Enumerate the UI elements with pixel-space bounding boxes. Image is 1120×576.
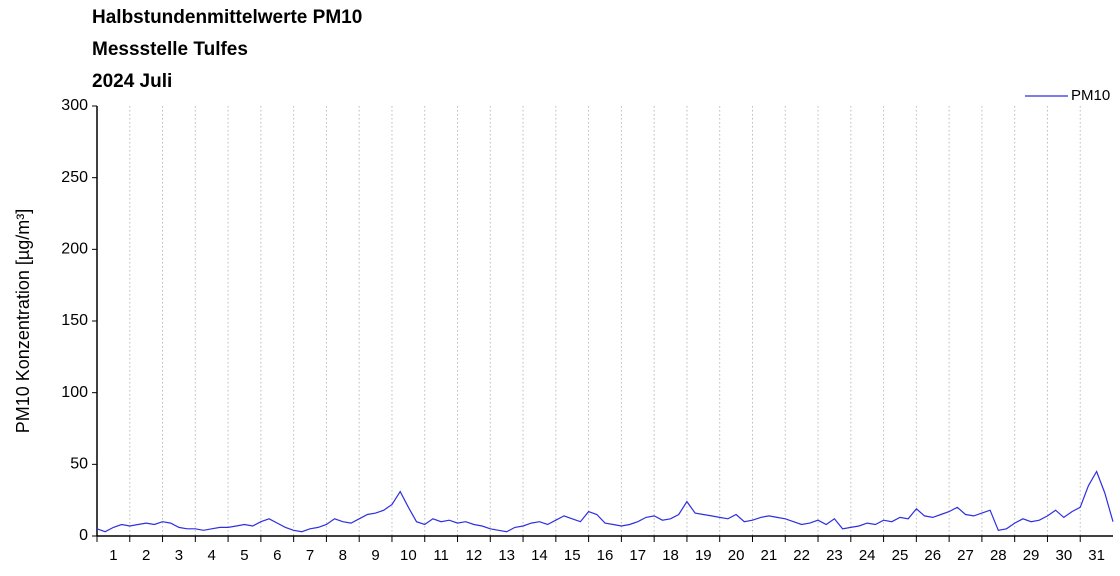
- x-tick-label: 29: [1023, 547, 1040, 564]
- x-tick-label: 4: [208, 547, 216, 564]
- y-tick-label: 200: [61, 241, 88, 258]
- x-tick-label: 26: [924, 547, 941, 564]
- y-tick-label: 0: [79, 527, 88, 544]
- x-tick-label: 14: [531, 547, 548, 564]
- x-tick-label: 20: [728, 547, 745, 564]
- x-tick-label: 22: [793, 547, 810, 564]
- x-tick-label: 16: [597, 547, 614, 564]
- x-tick-label: 27: [957, 547, 974, 564]
- x-tick-label: 19: [695, 547, 712, 564]
- chart-title: Halbstundenmittelwerte PM10: [92, 7, 362, 28]
- y-tick-label: 100: [61, 384, 88, 401]
- x-tick-label: 12: [466, 547, 483, 564]
- y-tick-label: 250: [61, 169, 88, 186]
- x-tick-label: 30: [1055, 547, 1072, 564]
- x-tick-label: 1: [109, 547, 117, 564]
- x-tick-label: 9: [371, 547, 379, 564]
- x-tick-label: 2: [142, 547, 150, 564]
- x-tick-label: 5: [240, 547, 248, 564]
- chart-subtitle: Messstelle Tulfes: [92, 39, 248, 60]
- chart-period: 2024 Juli: [92, 71, 172, 92]
- x-tick-label: 15: [564, 547, 581, 564]
- y-tick-label: 150: [61, 312, 88, 329]
- x-tick-label: 24: [859, 547, 876, 564]
- x-tick-label: 6: [273, 547, 281, 564]
- x-tick-label: 21: [761, 547, 778, 564]
- x-tick-label: 18: [662, 547, 679, 564]
- x-tick-label: 31: [1088, 547, 1105, 564]
- x-tick-label: 13: [498, 547, 515, 564]
- x-tick-label: 17: [629, 547, 646, 564]
- y-tick-label: 50: [70, 456, 88, 473]
- data-line: [96, 470, 1114, 533]
- y-tick-label: 300: [61, 97, 88, 114]
- x-tick-label: 8: [339, 547, 347, 564]
- x-tick-label: 11: [433, 547, 449, 564]
- x-tick-label: 23: [826, 547, 843, 564]
- x-tick-label: 25: [892, 547, 909, 564]
- x-tick-label: 28: [990, 547, 1007, 564]
- y-axis-label: PM10 Konzentration [µg/m³]: [13, 209, 33, 433]
- x-tick-label: 10: [400, 547, 417, 564]
- x-tick-label: 7: [306, 547, 314, 564]
- x-tick-label: 3: [175, 547, 183, 564]
- legend-label: PM10: [1071, 87, 1110, 104]
